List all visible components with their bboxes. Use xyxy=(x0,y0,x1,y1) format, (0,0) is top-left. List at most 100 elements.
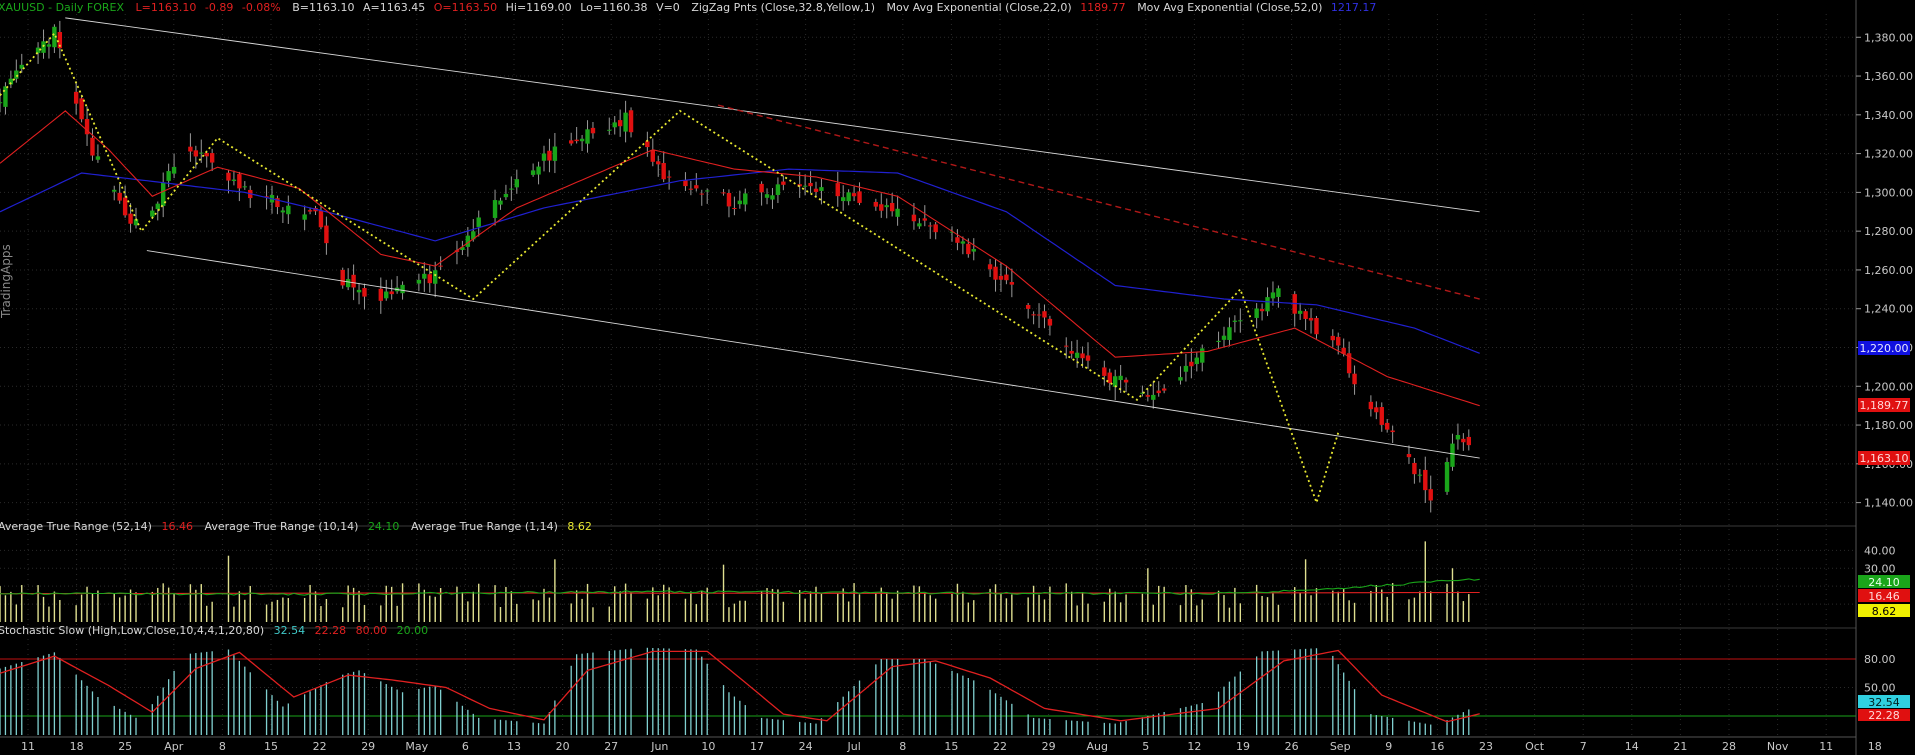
candle-up xyxy=(231,179,237,181)
candle-up xyxy=(819,187,824,191)
date-tick-label: 17 xyxy=(750,740,764,753)
price-axis[interactable]: 1,140.001,160.001,180.001,200.001,220.00… xyxy=(1855,0,1915,755)
stoch-d-value: 22.28 xyxy=(315,624,347,637)
candle-down xyxy=(1161,388,1167,391)
candle-down xyxy=(84,118,90,135)
candle-down xyxy=(683,180,688,187)
price-tick-label: 1,260.00 xyxy=(1864,264,1913,277)
ema52-value: 1217.17 xyxy=(1331,1,1377,14)
candle-down xyxy=(569,140,574,144)
candle-up xyxy=(155,203,160,210)
candle-down xyxy=(1379,407,1384,425)
candle-down xyxy=(797,184,802,187)
candle-up xyxy=(171,166,177,174)
candle-down xyxy=(378,288,383,301)
atr-header: Average True Range (52,14) 16.46 Average… xyxy=(0,520,592,533)
atr10-label: Average True Range (10,14) xyxy=(204,520,358,533)
date-tick-label: 22 xyxy=(993,740,1007,753)
candle-up xyxy=(775,184,781,195)
candle-up xyxy=(841,197,846,202)
date-tick-label: 26 xyxy=(1285,740,1299,753)
stochastic-pane[interactable] xyxy=(0,647,1856,735)
candle-up xyxy=(764,194,770,198)
candle-up xyxy=(1216,340,1221,343)
tag-stoch-d-text: 22.28 xyxy=(1868,709,1900,722)
candle-down xyxy=(1346,353,1352,374)
candle-down xyxy=(851,193,857,197)
candle-down xyxy=(117,192,122,201)
candle-down xyxy=(1031,314,1036,316)
volume-value: V=0 xyxy=(656,1,680,14)
candle-up xyxy=(1254,308,1259,318)
candle-down xyxy=(781,181,786,185)
candle-up xyxy=(960,241,966,244)
candle-up xyxy=(112,189,117,192)
candle-down xyxy=(656,161,661,165)
candle-up xyxy=(422,273,427,279)
candle-up xyxy=(1265,297,1270,312)
price-pane[interactable] xyxy=(0,17,1480,513)
candle-up xyxy=(46,44,52,47)
stoch-k-value: 32.54 xyxy=(274,624,306,637)
date-tick-label: 10 xyxy=(701,740,715,753)
candle-down xyxy=(438,265,443,267)
candle-down xyxy=(128,213,133,224)
candle-down xyxy=(1390,430,1395,433)
candle-down xyxy=(666,176,672,178)
watermark: TradingApps xyxy=(0,244,13,319)
candle-up xyxy=(737,200,743,205)
date-tick-label: Nov xyxy=(1767,740,1789,753)
date-axis[interactable]: 11 18 25 Apr 8 15 22 29 May 6 13 20 27 Jun 10 17 24 Jul 8 1… xyxy=(0,736,1882,753)
candle-up xyxy=(133,219,139,226)
candle-up xyxy=(384,291,389,299)
candle-down xyxy=(351,274,356,288)
candle-up xyxy=(52,26,57,48)
ask-value: A=1163.45 xyxy=(363,1,425,14)
stoch-lower-value: 20.00 xyxy=(397,624,429,637)
candle-down xyxy=(987,264,993,270)
candle-down xyxy=(694,185,699,189)
candle-up xyxy=(35,47,41,54)
date-tick-label: 13 xyxy=(507,740,521,753)
atr-pane[interactable] xyxy=(0,541,1480,622)
candle-down xyxy=(993,266,998,280)
date-tick-label: 23 xyxy=(1479,740,1493,753)
channel-upper-line xyxy=(65,17,1480,213)
candle-down xyxy=(1374,407,1379,413)
tag-last-price-text: 1,163.10 xyxy=(1860,452,1909,465)
candle-down xyxy=(813,188,819,192)
candle-up xyxy=(949,231,955,233)
candle-up xyxy=(1194,357,1199,365)
date-tick-label: 11 xyxy=(21,740,35,753)
date-tick-label: 6 xyxy=(462,740,469,753)
candle-up xyxy=(541,153,547,161)
candle-down xyxy=(1385,422,1390,430)
candle-up xyxy=(345,279,351,288)
candle-down xyxy=(1368,401,1374,410)
candle-down xyxy=(650,150,655,162)
candle-up xyxy=(19,64,24,69)
candle-up xyxy=(1227,327,1232,340)
candle-down xyxy=(911,214,917,222)
candle-down xyxy=(1085,355,1091,361)
candle-up xyxy=(356,289,362,293)
candle-down xyxy=(759,183,764,193)
candle-down xyxy=(628,110,634,133)
candle-down xyxy=(188,146,193,152)
candle-up xyxy=(242,186,247,188)
candle-up xyxy=(1200,348,1205,363)
price-tick-label: 1,300.00 xyxy=(1864,186,1913,199)
date-tick-label: 28 xyxy=(1722,740,1736,753)
candle-down xyxy=(617,120,623,127)
candle-down xyxy=(1189,361,1194,367)
candle-down xyxy=(1314,318,1319,335)
candle-up xyxy=(1238,320,1243,322)
stoch-tick-label: 80.00 xyxy=(1864,653,1896,666)
candle-down xyxy=(1406,454,1412,458)
candle-down xyxy=(1308,317,1314,321)
candle-down xyxy=(362,288,367,297)
candle-down xyxy=(193,150,199,157)
candle-up xyxy=(509,188,514,190)
high-value: Hi=1169.00 xyxy=(506,1,572,14)
